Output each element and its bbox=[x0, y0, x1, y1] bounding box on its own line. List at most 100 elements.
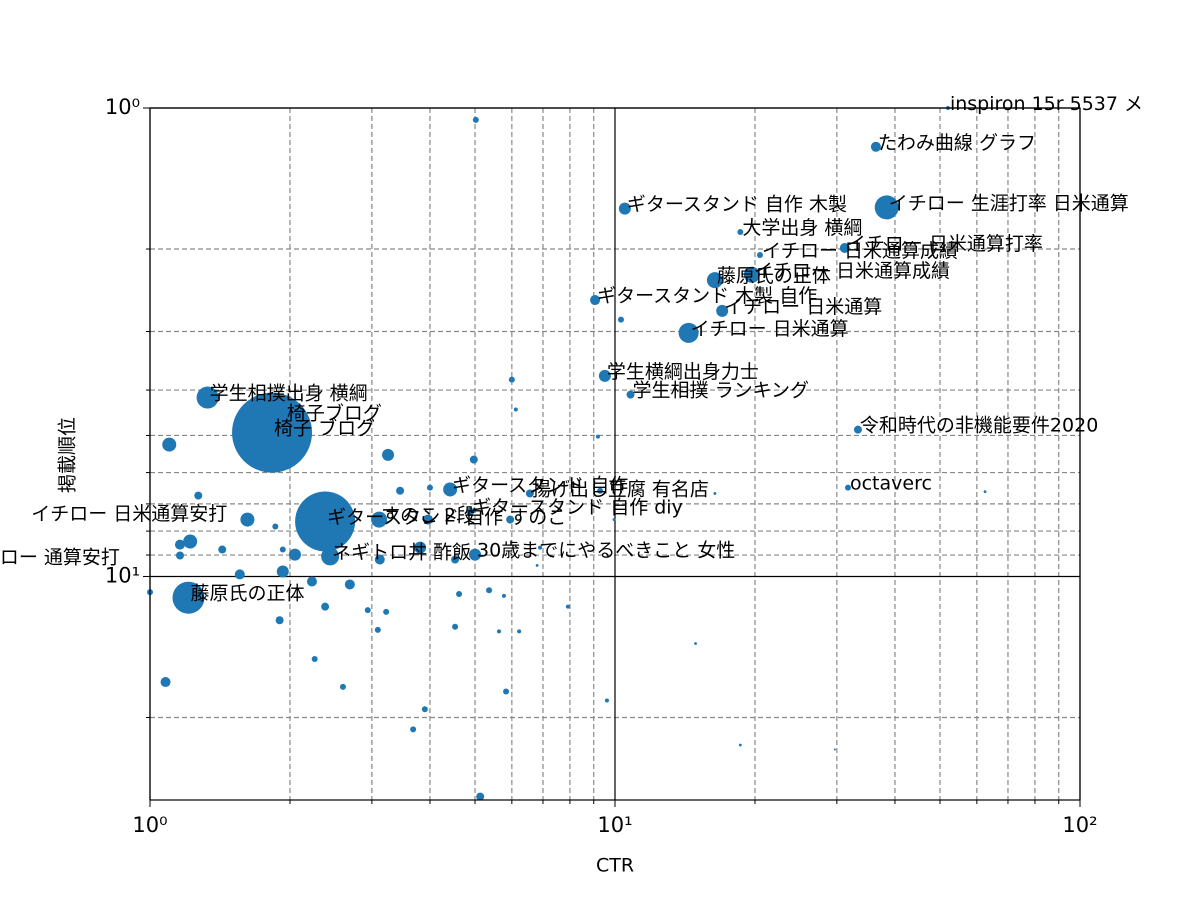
x-tick-label: 10¹ bbox=[597, 813, 632, 837]
point bbox=[844, 484, 851, 491]
point bbox=[618, 202, 631, 215]
point bbox=[513, 407, 518, 412]
point bbox=[288, 548, 301, 561]
point bbox=[833, 748, 836, 751]
point bbox=[503, 688, 510, 695]
point-label: 椅子ブログ bbox=[287, 402, 382, 425]
point bbox=[321, 547, 340, 566]
point bbox=[713, 492, 717, 495]
y-tick-label: 10⁰ bbox=[105, 95, 140, 119]
point bbox=[535, 563, 539, 567]
point bbox=[525, 489, 534, 498]
point bbox=[160, 677, 171, 688]
point bbox=[162, 437, 177, 452]
point-label: 揚げ出し豆腐 有名店 bbox=[532, 478, 709, 500]
point bbox=[565, 604, 570, 609]
point bbox=[306, 576, 317, 587]
point bbox=[281, 414, 288, 421]
point bbox=[486, 587, 493, 594]
point bbox=[174, 539, 185, 550]
point bbox=[517, 629, 522, 634]
x-tick-label: 10² bbox=[1062, 813, 1097, 837]
point bbox=[738, 743, 742, 747]
point-label: イチロー 日米通算 bbox=[724, 296, 882, 318]
x-tick-label: 10⁰ bbox=[132, 813, 167, 837]
y-axis-label: 掲載順位 bbox=[57, 417, 79, 493]
point-label: 椅子 ブログ bbox=[274, 417, 375, 440]
point bbox=[279, 546, 286, 553]
point bbox=[410, 726, 417, 733]
point bbox=[276, 565, 289, 578]
point bbox=[706, 272, 723, 289]
point bbox=[476, 792, 485, 801]
point bbox=[678, 322, 699, 343]
point bbox=[595, 434, 600, 439]
axes: 10⁰ 10¹ 10² 10⁰ 10¹ bbox=[105, 95, 1098, 837]
x-axis-label: CTR bbox=[596, 855, 634, 877]
points bbox=[147, 106, 987, 801]
point bbox=[295, 491, 356, 552]
point bbox=[756, 252, 763, 259]
point-label: イチロー 日米通算成績 bbox=[762, 240, 958, 262]
point bbox=[466, 507, 475, 516]
point bbox=[426, 484, 433, 491]
point-label: ギタースタンド 自作 すのこ bbox=[327, 506, 566, 528]
point bbox=[339, 683, 346, 690]
point-label: イチロー 通算安打 bbox=[0, 546, 120, 568]
point-label: ギタースタンド 木製 自作 bbox=[597, 285, 817, 307]
point bbox=[194, 491, 203, 500]
point bbox=[374, 554, 385, 565]
point bbox=[452, 623, 459, 630]
point-label: 学生横綱出身力士 bbox=[607, 361, 759, 383]
point bbox=[383, 608, 390, 615]
point-label: inspiron 15r 5537 メ bbox=[950, 93, 1143, 115]
point-label: イチロー 日米通算打率 bbox=[847, 233, 1043, 255]
point-label: イチロー 生涯打率 日米通算 bbox=[889, 192, 1129, 214]
point bbox=[382, 448, 395, 461]
point bbox=[694, 642, 697, 645]
point bbox=[469, 455, 478, 464]
point-label: 令和時代の非機能要件2020 bbox=[860, 415, 1098, 437]
point-label: ネギトロ丼 酢飯 bbox=[332, 541, 471, 563]
point bbox=[344, 579, 355, 590]
point bbox=[506, 515, 515, 524]
point-label: ギタースタンド 自作 bbox=[452, 474, 628, 496]
point bbox=[272, 523, 279, 530]
point bbox=[183, 534, 198, 549]
point bbox=[218, 545, 227, 554]
point bbox=[422, 514, 433, 525]
point bbox=[612, 518, 616, 521]
point bbox=[311, 655, 318, 662]
point bbox=[538, 545, 543, 550]
point bbox=[175, 551, 184, 560]
point bbox=[496, 629, 501, 634]
point-label: 30歳までにやるべきこと 女性 bbox=[477, 540, 735, 562]
point bbox=[421, 706, 428, 713]
point bbox=[604, 698, 609, 703]
point bbox=[172, 581, 205, 614]
point-label: 藤原氏の正体 bbox=[190, 583, 304, 605]
point bbox=[234, 569, 245, 580]
point bbox=[469, 548, 482, 561]
point bbox=[853, 425, 862, 434]
point bbox=[983, 490, 987, 494]
point bbox=[456, 591, 463, 598]
point bbox=[626, 390, 635, 399]
point bbox=[374, 626, 381, 633]
point bbox=[414, 541, 427, 554]
point bbox=[590, 295, 601, 306]
point-label: イチロー 日米通算成績 bbox=[754, 260, 950, 282]
point-label: 学生相撲出身 横綱 bbox=[210, 383, 368, 405]
point-label: たわみ曲線 グラフ bbox=[878, 132, 1036, 154]
point-label: イチロー 日米通算安打 bbox=[31, 503, 227, 525]
point bbox=[240, 512, 255, 527]
point bbox=[472, 116, 479, 123]
point bbox=[443, 482, 458, 497]
point bbox=[321, 602, 330, 611]
point bbox=[598, 369, 611, 382]
point-label: 大学出身 横綱 bbox=[742, 217, 862, 239]
point bbox=[508, 376, 515, 383]
point bbox=[451, 555, 460, 564]
